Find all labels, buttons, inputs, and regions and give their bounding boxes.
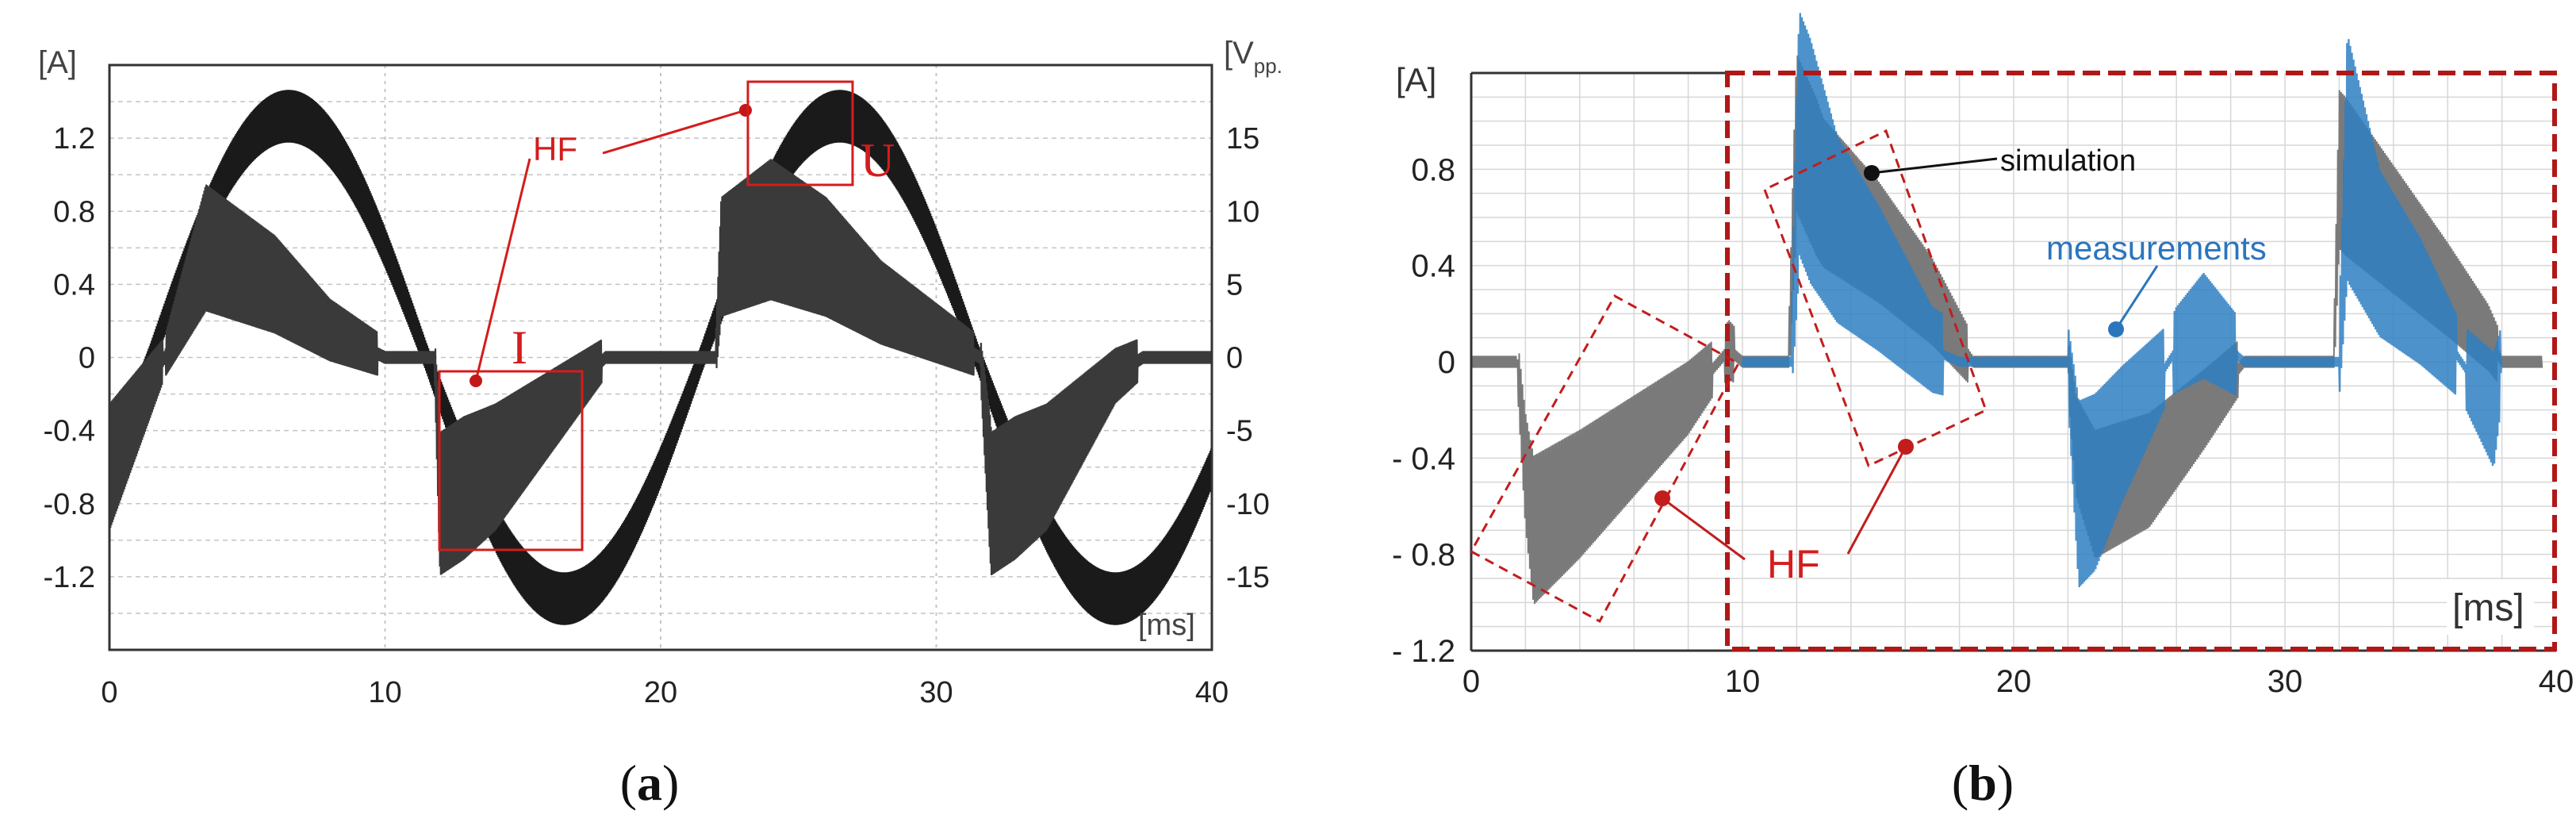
voltage-box: [746, 80, 854, 186]
y-axis-label-right-a: [Vpp.: [1224, 36, 1282, 78]
hf-marker-u: [739, 104, 752, 117]
x-tick-label: 40: [1195, 676, 1229, 709]
grid-a: [109, 65, 1212, 650]
hf-leader-right: [1846, 446, 1907, 555]
hf-leader-line-u: [602, 109, 746, 155]
x-tick-label: 40: [2539, 664, 2574, 699]
y-axis-label-b: [A]: [1396, 61, 1436, 98]
y-tick-label: 0.4: [1411, 249, 1455, 284]
measurements-marker: [2108, 321, 2124, 337]
y-tick-label: 0: [79, 342, 95, 375]
y-right-tick-label: 0: [1226, 342, 1243, 375]
x-axis-label-a: [ms]: [1138, 609, 1195, 642]
y-right-tick-label: 5: [1226, 268, 1243, 302]
y-right-tick-label: -15: [1226, 561, 1270, 594]
hf-box-left: [1469, 294, 1741, 624]
y-tick-label: -0.4: [44, 415, 95, 448]
y-tick-label: 0: [1438, 345, 1455, 380]
voltage-label-u: U: [861, 134, 895, 186]
x-axis-label-b: [ms]: [2452, 587, 2524, 629]
hf-leader-left: [1662, 497, 1746, 561]
panel-caption-b: (b): [1952, 755, 2014, 811]
series-current-i: [108, 159, 1213, 575]
x-tick-label: 30: [919, 676, 953, 709]
traces-b: [1470, 13, 2543, 605]
measurements-leader: [2114, 265, 2159, 330]
y-axis-label-left-a: [A]: [38, 45, 77, 80]
current-box: [438, 370, 584, 551]
x-tick-label: 10: [1725, 664, 1761, 699]
y-tick-label: 0.8: [53, 195, 95, 229]
hf-marker-left: [1654, 490, 1670, 506]
x-tick-label: 30: [2267, 664, 2303, 699]
x-tick-label: 20: [1996, 664, 2032, 699]
y-tick-label: - 0.8: [1392, 538, 1455, 573]
plot-frame-a: [108, 63, 1213, 651]
y-tick-label: -0.8: [44, 488, 95, 521]
current-label-i: I: [512, 321, 527, 374]
chart-panel-b: 0.80.40- 0.4- 0.8- 1.20 10 20 30 40 [A] [ms]…: [1392, 13, 2574, 811]
hf-leader-line-i: [474, 158, 531, 382]
hf-marker-i: [470, 375, 482, 387]
series-measurements: [1741, 13, 2503, 588]
y-right-tick-label: -5: [1226, 415, 1253, 448]
y-tick-label: 0.4: [53, 268, 95, 302]
hf-label-a: HF: [533, 130, 577, 167]
x-tick-label: 20: [644, 676, 677, 709]
y-tick-label: - 1.2: [1392, 634, 1455, 669]
measurement-window-frame: [1725, 71, 2557, 651]
hf-box-right: [1763, 129, 1988, 468]
x-tick-label: 10: [368, 676, 401, 709]
y-tick-label: 0.8: [1411, 152, 1455, 187]
hf-label-b: HF: [1767, 542, 1820, 586]
simulation-marker: [1864, 165, 1880, 181]
y-right-tick-label: 15: [1226, 122, 1259, 156]
ticks-a: 1.2 0.8 0.4 0 -0.4 -0.8 -1.2 15 10 5 0 -5 -10 -15 0 10 2…: [44, 122, 1270, 709]
measurements-label: measurements: [2046, 229, 2267, 267]
x-tick-label: 0: [101, 676, 117, 709]
y-right-tick-label: -10: [1226, 488, 1270, 521]
y-tick-label: - 0.4: [1392, 441, 1455, 476]
traces-a: [108, 90, 1213, 625]
chart-panel-a: 1.2 0.8 0.4 0 -0.4 -0.8 -1.2 15 10 5 0 -5 -10 -15 0 10 2…: [38, 36, 1282, 811]
hf-marker-right: [1898, 439, 1914, 455]
y-right-tick-label: 10: [1226, 195, 1259, 229]
x-tick-label: 0: [1462, 664, 1480, 699]
panel-caption-a: (a): [620, 755, 680, 811]
y-tick-label: -1.2: [44, 561, 95, 594]
y-tick-label: 1.2: [53, 122, 95, 156]
annotations-a: HF I U: [438, 80, 895, 551]
simulation-leader: [1871, 157, 1998, 175]
x-axis-label-bg-b: [2447, 579, 2534, 635]
simulation-label: simulation: [2000, 144, 2136, 178]
ticks-b: 0.80.40- 0.4- 0.8- 1.20 10 20 30 40: [1392, 152, 2574, 699]
